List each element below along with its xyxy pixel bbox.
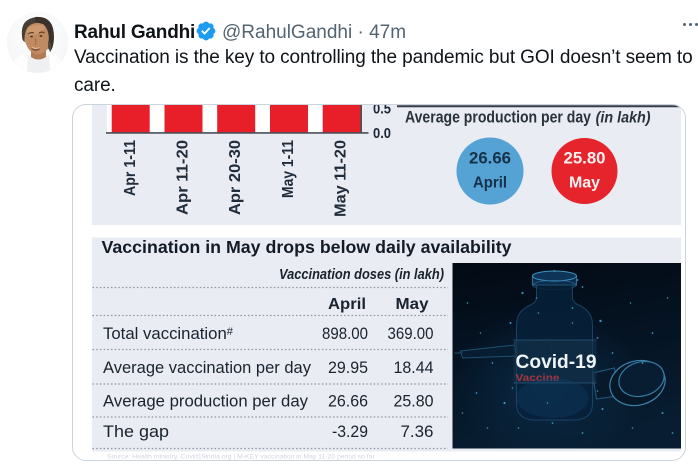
svg-text:26.66: 26.66 [469, 149, 511, 168]
svg-text:May 11-20: May 11-20 [333, 140, 350, 217]
svg-text:0.0: 0.0 [373, 125, 391, 142]
svg-text:25.80: 25.80 [564, 149, 606, 168]
svg-text:7.36: 7.36 [401, 423, 434, 441]
svg-text:Source: Health ministry, Covid: Source: Health ministry, Covid19india.or… [107, 454, 375, 461]
svg-text:0.5: 0.5 [373, 105, 391, 118]
svg-text:Vaccination doses (in lakh): Vaccination doses (in lakh) [279, 266, 444, 283]
svg-text:The gap: The gap [103, 423, 169, 441]
svg-text:April: April [473, 175, 507, 192]
svg-text:Covid-19: Covid-19 [516, 351, 597, 373]
svg-text:25.80: 25.80 [394, 393, 434, 411]
svg-text:29.95: 29.95 [328, 359, 368, 377]
svg-text:898.00: 898.00 [322, 325, 368, 343]
svg-text:Total vaccination#: Total vaccination # [103, 325, 234, 343]
svg-text:April: April [328, 296, 366, 313]
svg-text:Apr 1-11: Apr 1-11 [122, 140, 139, 196]
svg-text:Average production per day: Average production per day [103, 393, 309, 411]
svg-text:Apr 20-30: Apr 20-30 [227, 140, 244, 215]
svg-text:Vaccination in May drops below: Vaccination in May drops below daily ava… [102, 237, 512, 257]
svg-text:May 1-11: May 1-11 [280, 140, 297, 198]
svg-text:Average production per day (in: Average production per day (in lakh) [405, 109, 651, 127]
svg-text:-3.29: -3.29 [332, 423, 368, 441]
svg-text:Average vaccination per day: Average vaccination per day [103, 359, 312, 377]
svg-text:Apr 11-20: Apr 11-20 [175, 140, 192, 215]
svg-text:May: May [569, 175, 600, 192]
svg-text:Vaccine: Vaccine [516, 372, 560, 384]
svg-text:369.00: 369.00 [388, 325, 434, 343]
svg-text:May: May [396, 296, 429, 313]
svg-text:26.66: 26.66 [328, 393, 368, 411]
svg-text:18.44: 18.44 [394, 359, 434, 377]
